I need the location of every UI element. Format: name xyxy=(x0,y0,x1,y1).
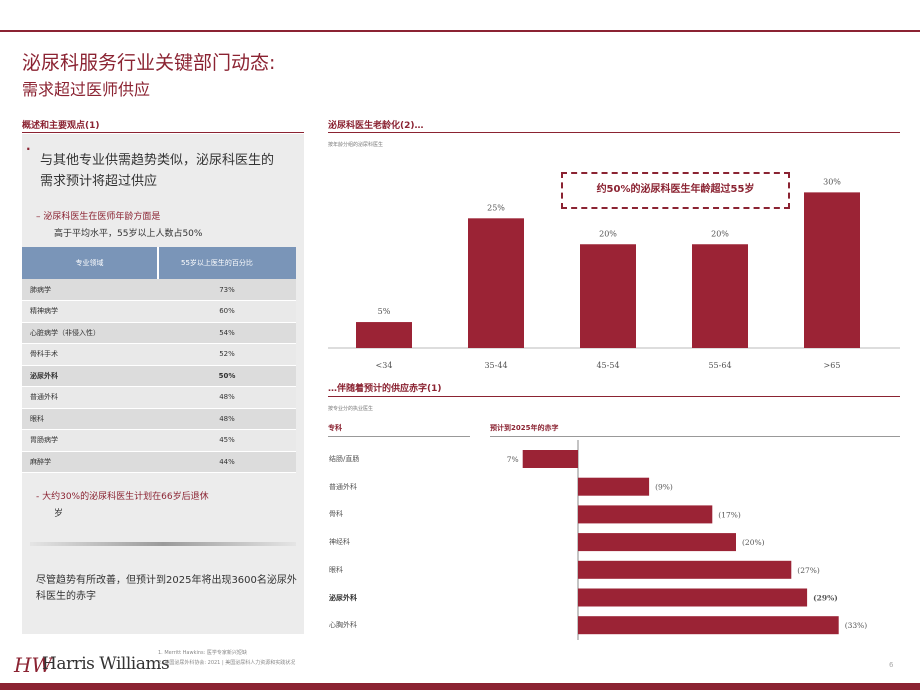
data-label: 7% xyxy=(507,455,519,464)
bar xyxy=(578,588,808,607)
table-header-pct: 55岁以上医生的百分比 xyxy=(158,247,296,279)
bar xyxy=(692,244,748,348)
age-chart-heading-rule xyxy=(328,132,900,133)
deficit-category-label: 骨科 xyxy=(329,510,343,519)
data-label: (27%) xyxy=(797,566,820,575)
table-cell-specialty: 麻醉学 xyxy=(22,451,158,473)
deficit-category-label: 心胸外科 xyxy=(329,621,357,630)
deficit-category-label: 泌尿外科 xyxy=(329,593,357,602)
x-tick-label: 35-44 xyxy=(484,361,507,370)
table-row: 心脏病学（非侵入性） 54% xyxy=(22,322,296,344)
deficit-col-value-header: 预计到2025年的赤字 xyxy=(490,424,559,432)
bar xyxy=(578,533,736,552)
deficit-category-label: 普通外科 xyxy=(329,482,357,491)
bullet-icon: · xyxy=(26,142,31,156)
deficit-col-value-rule xyxy=(490,436,900,437)
data-label: 20% xyxy=(711,229,729,238)
specialty-age-table: 专业领域 55岁以上医生的百分比 肺病学 73% 精神病学 60% 心脏病学（非侵入… xyxy=(22,247,296,473)
bar xyxy=(578,616,839,635)
deficit-chart-note: 按专业分的执业医生 xyxy=(328,406,374,412)
data-label: (33%) xyxy=(845,621,868,630)
table-row: 麻醉学 44% xyxy=(22,451,296,473)
data-label: (29%) xyxy=(813,594,838,603)
data-label: 30% xyxy=(823,177,841,186)
logo-icon: HW xyxy=(14,653,52,677)
table-cell-specialty: 普通外科 xyxy=(22,386,158,409)
table-cell-pct: 54% xyxy=(158,322,296,344)
table-header-specialty: 专业领域 xyxy=(22,247,159,279)
table-cell-pct: 52% xyxy=(158,343,296,366)
deficit-bar-chart: 7% (9%) (17%) (20%) (27%) (29%) (33%) xyxy=(507,440,868,640)
table-cell-pct: 48% xyxy=(158,386,296,409)
deficit-chart-heading-rule xyxy=(328,396,900,397)
table-cell-specialty: 精神病学 xyxy=(22,300,158,323)
table-row: 精神病学 60% xyxy=(22,300,296,323)
data-label: 25% xyxy=(487,203,505,212)
bottom-bar xyxy=(0,683,920,690)
bar xyxy=(804,192,860,348)
table-cell-pct: 45% xyxy=(158,429,296,452)
deficit-category-label: 眼科 xyxy=(329,565,343,574)
age-bar-chart: 5% <34 25% 35-44 20% 45-54 20% 55-64 30% >65 xyxy=(328,177,900,370)
table-cell-pct: 44% xyxy=(158,451,296,473)
bar xyxy=(356,322,412,348)
x-tick-label: 55-64 xyxy=(708,361,731,370)
data-label: (17%) xyxy=(718,510,741,519)
table-cell-pct: 48% xyxy=(158,408,296,430)
x-tick-label: >65 xyxy=(824,361,841,370)
main-point: 与其他专业供需趋势类似，泌尿科医生的需求预计将超过供应 xyxy=(40,153,275,189)
age-chart-note: 按年龄分组的泌尿科医生 xyxy=(328,142,384,148)
deficit-col-specialty-rule xyxy=(328,436,470,437)
x-tick-label: <34 xyxy=(376,361,393,370)
data-label: 20% xyxy=(599,229,617,238)
footnote-1: 1. Merritt Hawkins: 医学专家新兴短缺 xyxy=(158,650,247,656)
table-row: 骨科手术 52% xyxy=(22,343,296,366)
sub-point-2-cont: 岁 xyxy=(54,509,64,519)
table-cell-specialty: 肺病学 xyxy=(22,279,158,301)
sub-point-1: – 泌尿科医生在医师年龄方面是 xyxy=(36,212,161,222)
data-label: 5% xyxy=(378,307,391,316)
table-cell-pct: 60% xyxy=(158,300,296,323)
table-cell-specialty: 心脏病学（非侵入性） xyxy=(22,322,158,344)
deficit-col-specialty-header: 专科 xyxy=(328,424,342,432)
deficit-category-label: 神经科 xyxy=(329,538,350,547)
bar xyxy=(578,560,792,579)
logo-text: Harris Williams xyxy=(42,654,170,674)
table-row: 肺病学 73% xyxy=(22,279,296,301)
table-row: 胃肠病学 45% xyxy=(22,429,296,452)
deficit-chart-heading: …伴随着预计的供应赤字(1) xyxy=(328,384,442,394)
bar xyxy=(468,218,524,348)
bar xyxy=(522,450,578,468)
conclusion-text: 尽管趋势有所改善，但预计到2025年将出现3600名泌尿外科医生的赤字 xyxy=(36,575,297,602)
bar xyxy=(578,477,650,496)
x-tick-label: 45-54 xyxy=(596,361,619,370)
bar xyxy=(580,244,636,348)
footnote-2: 2. 美国泌尿外科协会: 2021 | 美国泌尿科人力资源和实践状况 xyxy=(158,660,296,666)
table-cell-pct: 50% xyxy=(158,365,296,387)
table-row: 眼科 48% xyxy=(22,408,296,430)
table-cell-pct: 73% xyxy=(158,279,296,301)
table-cell-specialty: 骨科手术 xyxy=(22,343,158,366)
page-title: 泌尿科服务行业关键部门动态: xyxy=(22,52,276,74)
age-chart-heading: 泌尿科医生老龄化(2)… xyxy=(328,121,424,131)
data-label: (9%) xyxy=(655,483,673,492)
table-cell-specialty: 眼科 xyxy=(22,408,158,430)
table-row: 普通外科 48% xyxy=(22,386,296,409)
table-row-highlight: 泌尿外科 50% xyxy=(22,365,296,387)
table-cell-specialty: 胃肠病学 xyxy=(22,429,158,452)
table-cell-specialty: 泌尿外科 xyxy=(22,365,158,387)
page-number: 6 xyxy=(889,661,894,669)
sub-point-1-cont: 高于平均水平，55岁以上人数占50% xyxy=(54,229,203,239)
overview-heading: 概述和主要观点(1) xyxy=(22,121,100,131)
age-callout: 约50%的泌尿科医生年龄超过55岁 xyxy=(561,172,790,209)
data-label: (20%) xyxy=(742,538,765,547)
sub-point-2: - 大约30%的泌尿科医生计划在66岁后退休 xyxy=(36,492,209,502)
bar xyxy=(578,505,713,524)
deficit-category-label: 结肠/直肠 xyxy=(329,455,360,463)
top-rule xyxy=(0,30,920,32)
panel-separator xyxy=(30,542,296,546)
page-subtitle: 需求超过医师供应 xyxy=(22,80,151,99)
overview-heading-rule xyxy=(22,132,304,133)
